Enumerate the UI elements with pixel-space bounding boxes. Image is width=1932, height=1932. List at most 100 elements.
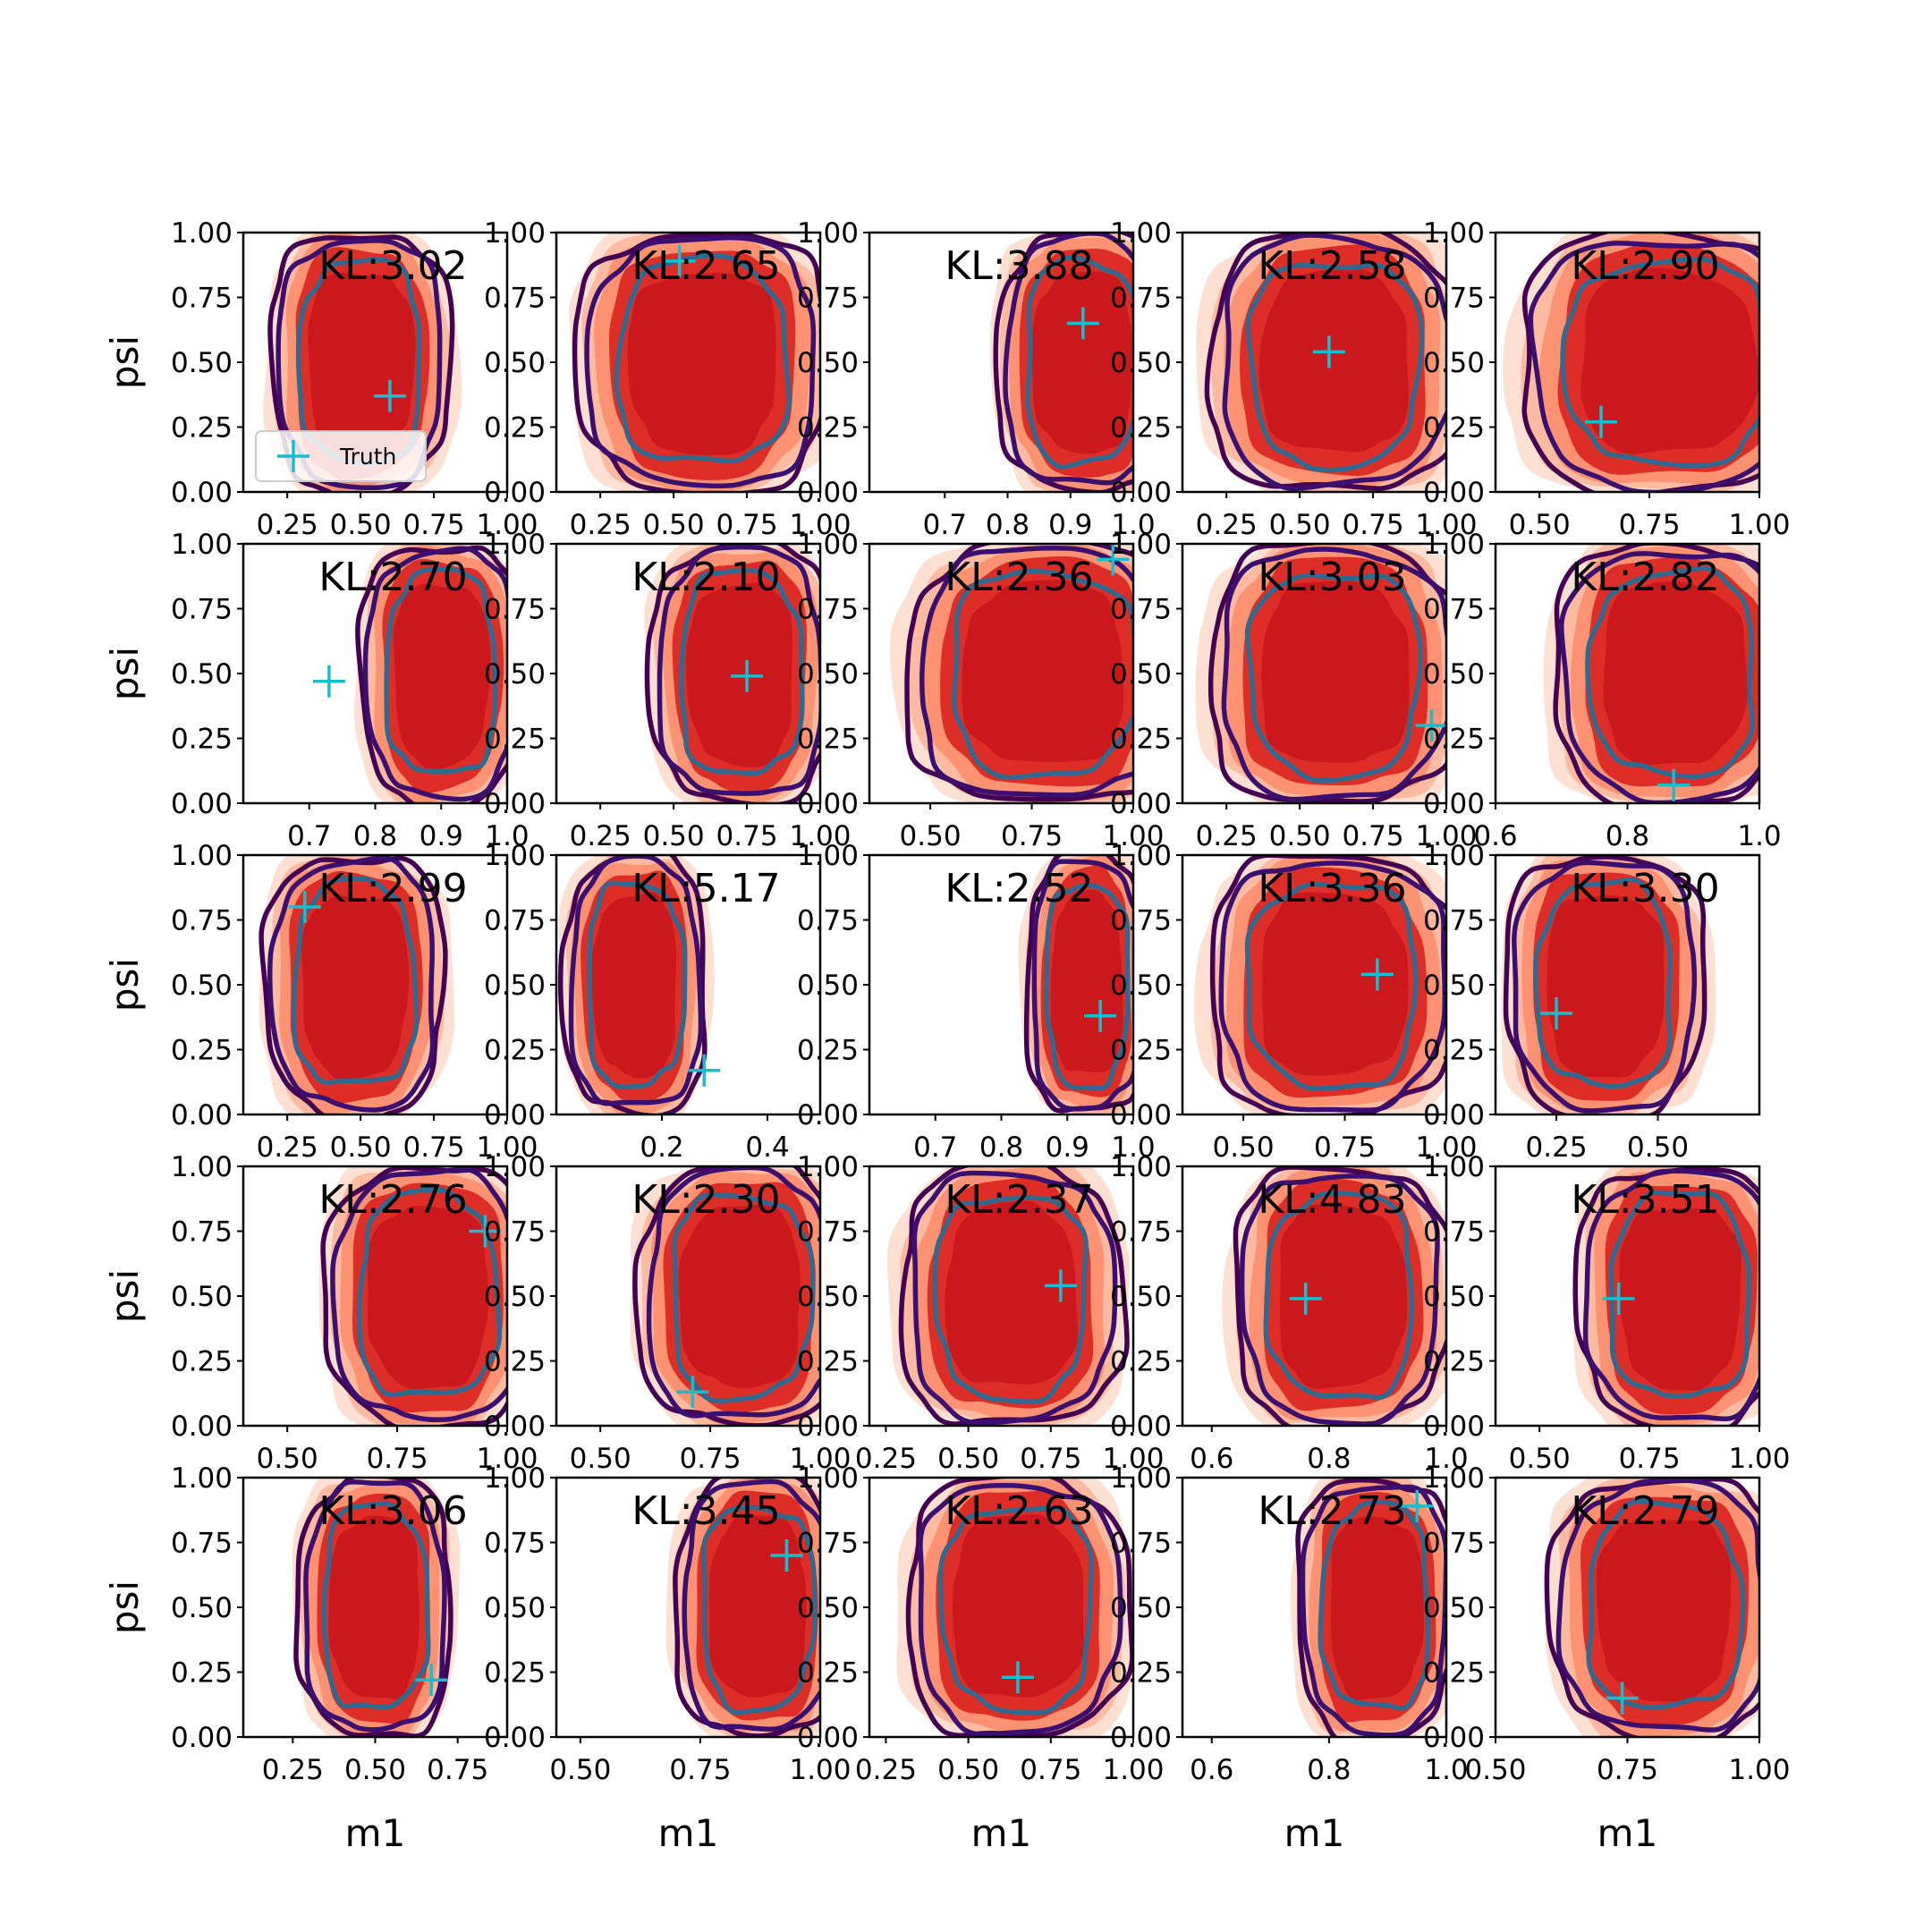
kl-annotation: KL:2.52 <box>945 866 1093 911</box>
y-tick-label: 0.25 <box>797 1346 859 1378</box>
x-tick-label: 0.75 <box>1597 1754 1658 1786</box>
y-tick-label: 0.00 <box>1110 1411 1172 1443</box>
subplot-11: 0.00 0.25 0.50 0.75 1.00 0.25 0.50 0.75 1.00 KL:2… <box>103 840 538 1164</box>
y-tick-label: 0.75 <box>484 1528 546 1560</box>
y-tick-label: 0.50 <box>171 658 233 691</box>
y-tick-label: 1.00 <box>1110 217 1172 250</box>
contour-inner <box>1025 255 1133 470</box>
y-tick-label: 0.75 <box>1423 1216 1485 1249</box>
y-tick-label: 0.00 <box>1423 1099 1485 1131</box>
density-level-5 <box>367 1206 488 1389</box>
y-tick-label: 0.50 <box>1423 970 1485 1002</box>
contour-outer <box>993 233 1133 492</box>
y-tick-label: 1.00 <box>1110 840 1172 872</box>
contour-middle <box>267 855 436 1113</box>
y-tick-label: 0.25 <box>484 1346 546 1378</box>
y-tick-label: 0.75 <box>484 1216 546 1249</box>
x-tick-label: 1.00 <box>476 509 538 541</box>
x-tick-label: 0.75 <box>1020 1754 1081 1786</box>
contour-middle <box>1300 1484 1446 1737</box>
y-tick-label: 0.75 <box>1423 1528 1485 1560</box>
x-tick-label: 1.00 <box>789 1754 851 1786</box>
density-level-5 <box>1261 580 1410 763</box>
y-tick-label: 0.50 <box>1110 1281 1172 1313</box>
y-tick-label: 0.75 <box>797 283 859 315</box>
y-tick-label: 0.50 <box>1110 658 1172 691</box>
truth-marker <box>1606 1682 1639 1715</box>
contour-middle <box>919 545 1133 798</box>
y-tick-label: 0.75 <box>171 283 233 315</box>
y-tick-label: 0.50 <box>1110 1592 1172 1624</box>
truth-marker <box>1401 1489 1434 1522</box>
x-tick-label: 0.8 <box>353 820 397 852</box>
y-tick-label: 0.75 <box>1110 905 1172 937</box>
x-tick-label: 0.75 <box>716 509 778 541</box>
contour-inner <box>952 569 1133 781</box>
y-tick-label: 0.50 <box>484 1592 546 1624</box>
density-contours <box>1195 544 1446 803</box>
y-tick-label: 1.00 <box>484 1462 546 1495</box>
subplot-13: 0.00 0.25 0.50 0.75 1.00 0.7 0.8 0.9 1.0 KL:2.52 <box>797 840 1156 1164</box>
y-tick-label: 1.00 <box>171 217 233 250</box>
y-tick-label: 0.75 <box>797 1528 859 1560</box>
y-tick-label: 1.00 <box>1423 529 1485 561</box>
contour-inner <box>321 1501 431 1710</box>
x-tick-label: 1.0 <box>1424 1754 1468 1786</box>
x-tick-label: 1.00 <box>789 509 851 541</box>
y-tick-label: 0.00 <box>1423 1411 1485 1443</box>
x-tick-label: 0.4 <box>745 1131 789 1164</box>
contour-inner <box>937 1505 1095 1716</box>
x-tick-label: 0.25 <box>1526 1131 1588 1164</box>
contour-middle <box>303 1479 447 1733</box>
y-tick-label: 1.00 <box>1110 529 1172 561</box>
y-tick-label: 0.50 <box>797 970 859 1002</box>
contour-middle <box>1239 1174 1440 1426</box>
y-tick-label: 0.50 <box>1423 347 1485 379</box>
truth-marker <box>1602 1282 1635 1315</box>
truth-marker <box>676 1376 709 1409</box>
y-axis-label: psi <box>103 958 147 1012</box>
y-tick-label: 0.25 <box>171 412 233 445</box>
x-tick-label: 1.00 <box>789 1443 851 1475</box>
subplot-18: 0.000.250.500.751.000.25 0.50 0.75 1.00KL:2… <box>797 1151 1165 1475</box>
y-tick-label: 0.00 <box>171 1411 233 1443</box>
x-tick-label: 0.50 <box>344 1754 406 1786</box>
y-tick-label: 0.50 <box>797 347 859 379</box>
subplot-14: 0.00 0.25 0.50 0.75 1.00 0.50 0.75 1.00 KL:3.36 <box>1110 840 1478 1164</box>
y-tick-label: 0.75 <box>1110 594 1172 626</box>
contour-inner <box>1585 565 1755 779</box>
density-level-5 <box>1596 1520 1732 1702</box>
contour-outer <box>1521 233 1759 492</box>
y-tick-label: 0.00 <box>1423 477 1485 509</box>
density-contours <box>569 233 820 492</box>
contour-outer <box>258 855 448 1114</box>
contour-inner <box>1533 877 1673 1089</box>
y-tick-label: 0.00 <box>171 1099 233 1131</box>
truth-marker <box>1540 996 1573 1030</box>
x-tick-label: 1.00 <box>1102 820 1164 852</box>
x-tick-label: 0.75 <box>1619 1443 1681 1475</box>
density-level-5 <box>962 580 1124 763</box>
contour-middle <box>1221 547 1446 802</box>
legend: Truth <box>255 430 427 482</box>
y-tick-label: 1.00 <box>484 840 546 872</box>
y-tick-label: 0.25 <box>171 1346 233 1378</box>
y-tick-label: 1.00 <box>797 217 859 250</box>
truth-marker <box>1001 1661 1034 1694</box>
y-tick-label: 0.75 <box>484 905 546 937</box>
x-tick-label: 0.25 <box>262 1754 324 1786</box>
x-axis-label: m1 <box>1597 1811 1658 1855</box>
contour-outer <box>293 1478 453 1737</box>
x-tick-label: 1.00 <box>1728 1443 1790 1475</box>
density-level-5 <box>627 273 776 456</box>
y-tick-label: 0.25 <box>171 1657 233 1690</box>
x-tick-label: 0.50 <box>330 509 392 541</box>
truth-marker <box>1044 1269 1077 1302</box>
y-tick-label: 1.00 <box>797 529 859 561</box>
kl-annotation: KL:2.58 <box>1258 243 1406 289</box>
x-tick-label: 1.0 <box>1111 1131 1155 1164</box>
x-axis-label: m1 <box>658 1811 719 1855</box>
contour-inner <box>1586 1498 1746 1710</box>
contour-inner <box>679 567 805 776</box>
y-tick-label: 0.00 <box>171 1722 233 1754</box>
